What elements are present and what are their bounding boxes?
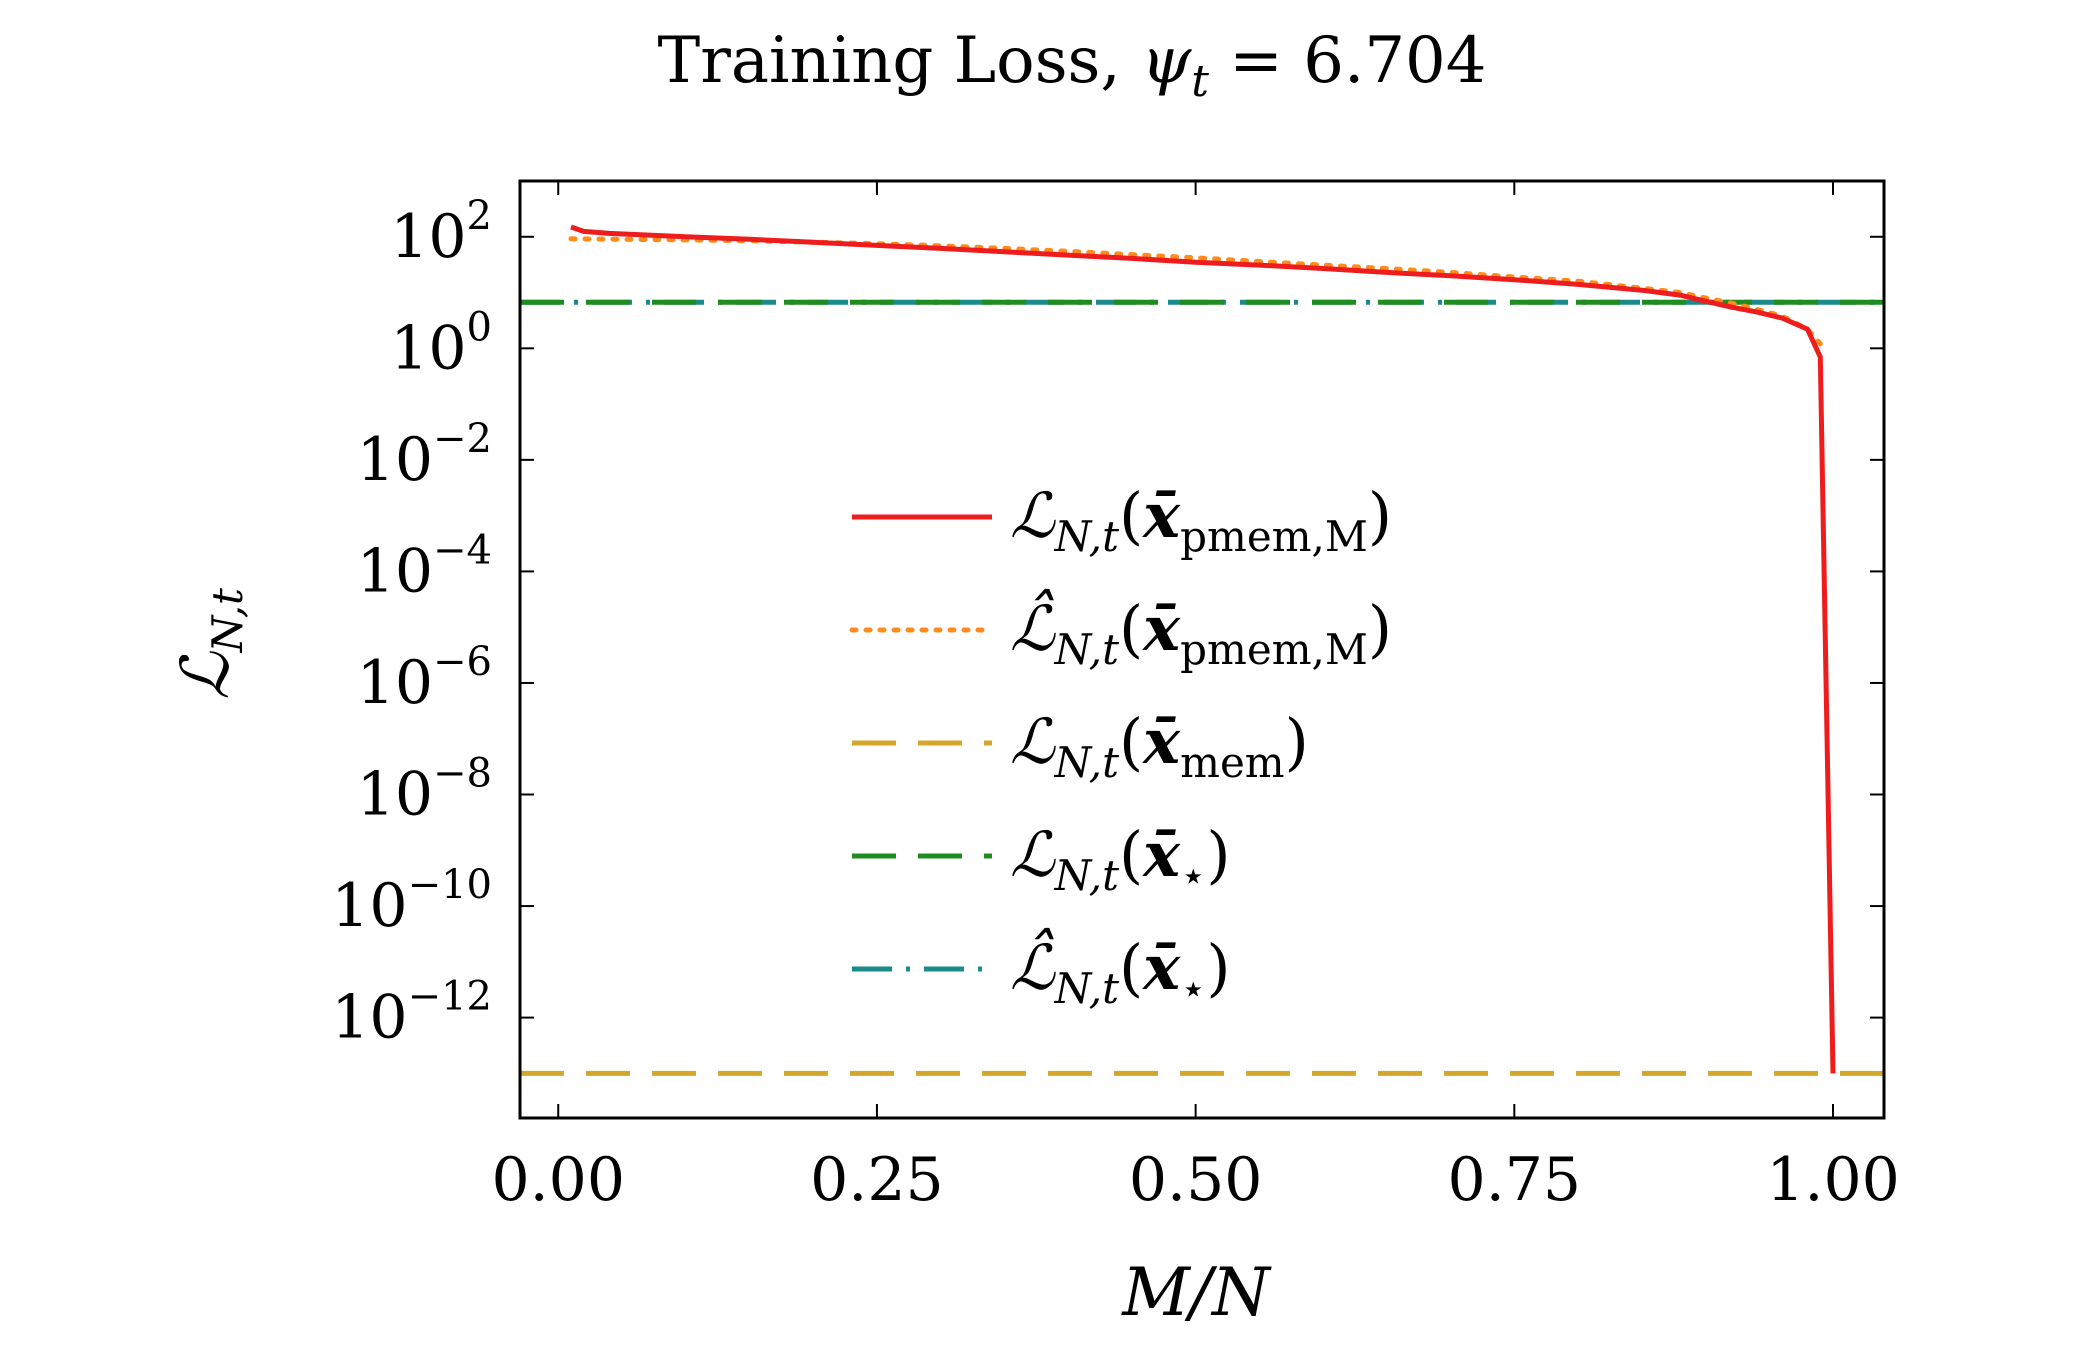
plot-frame: [518, 179, 1886, 1120]
series-line: [570, 224, 1836, 1074]
x-tick-label: 1.00: [1766, 1145, 1900, 1215]
svg-text:ℒN,t: ℒN,t: [167, 588, 252, 700]
legend-label: ℒN,t(x̄mem): [1010, 705, 1309, 787]
x-axis-label: M/N: [1121, 1254, 1272, 1331]
chart-title: Training Loss, ψt = 6.704: [658, 24, 1487, 107]
y-tick-label: 102: [390, 193, 492, 272]
x-tick-label: 0.25: [810, 1145, 944, 1215]
legend-entry: ℒN,t(x̄pmem,M): [852, 479, 1392, 561]
legend-entry: ℒ̂N,t(x̄⋆): [852, 928, 1231, 1013]
y-tick-label: 100: [390, 304, 492, 383]
x-tick-label: 0.75: [1448, 1145, 1582, 1215]
y-tick-label: 10−4: [357, 527, 492, 606]
x-tick-label: 0.50: [1129, 1145, 1263, 1215]
x-tick-label: 0.00: [491, 1145, 625, 1215]
legend-label: ℒN,t(x̄⋆): [1010, 818, 1231, 900]
legend-label: ℒ̂N,t(x̄pmem,M): [1010, 589, 1392, 674]
legend-label: ℒ̂N,t(x̄⋆): [1010, 928, 1231, 1013]
legend-entry: ℒN,t(x̄mem): [852, 705, 1309, 787]
y-tick-label: 10−6: [357, 639, 492, 718]
legend-entry: ℒ̂N,t(x̄pmem,M): [849, 589, 1392, 674]
legend-label: ℒN,t(x̄pmem,M): [1010, 479, 1392, 561]
legend: ℒN,t(x̄pmem,M) ℒ̂N,t(x̄pmem,M) ℒN,t(x̄mem)…: [849, 479, 1392, 1013]
y-tick-label: 10−2: [357, 416, 492, 495]
y-tick-label: 10−10: [331, 862, 492, 941]
y-tick-label: 10−8: [357, 751, 492, 830]
ticks-layer: 0.00 0.25 0.50 0.75 1.00 102 100 10−2 10−4 10−6 10…: [331, 181, 1900, 1215]
legend-entry: ℒN,t(x̄⋆): [852, 818, 1231, 900]
y-tick-label: 10−12: [331, 974, 492, 1053]
y-axis-label: ℒN,t: [167, 588, 252, 700]
series-layer: [520, 224, 1884, 1076]
